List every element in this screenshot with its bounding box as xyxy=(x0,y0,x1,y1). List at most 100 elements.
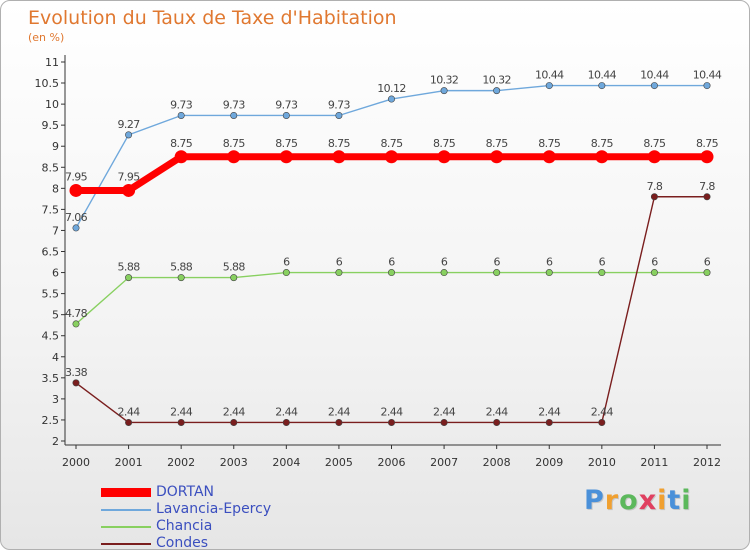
data-label: 10.44 xyxy=(640,69,669,82)
y-tick-label: 6.5 xyxy=(42,246,60,259)
data-point xyxy=(279,150,293,164)
data-label: 10.44 xyxy=(693,69,722,82)
x-tick-label: 2012 xyxy=(693,456,721,469)
data-label: 2.44 xyxy=(538,405,561,418)
series-line xyxy=(75,196,707,424)
x-tick-label: 2010 xyxy=(588,456,616,469)
logo-letter: i xyxy=(681,485,692,516)
data-label: 8.75 xyxy=(486,137,509,150)
data-label: 2.44 xyxy=(433,405,456,418)
logo-letter: t xyxy=(667,485,682,516)
x-tick-label: 2004 xyxy=(272,456,300,469)
data-label: 9.73 xyxy=(328,98,351,111)
data-label: 7.8 xyxy=(699,180,715,193)
data-point xyxy=(490,150,504,164)
data-label: 6 xyxy=(441,256,448,269)
logo-letter: o xyxy=(619,485,639,516)
data-point xyxy=(335,111,343,119)
data-label: 8.75 xyxy=(275,137,298,150)
data-point xyxy=(493,418,501,426)
data-label: 6 xyxy=(388,256,395,269)
legend-label: DORTAN xyxy=(156,484,215,500)
data-point xyxy=(647,150,661,164)
legend-swatch xyxy=(101,488,151,497)
y-tick-label: 8 xyxy=(52,182,59,195)
data-point xyxy=(703,193,711,201)
y-tick-label: 4 xyxy=(52,351,59,364)
line-chart: 2 2.5 3 3.5 4 4.5 5 5.5 6 6.5 7 7.5 8 8.5 9 9.5 10 10.5 11… xyxy=(35,55,722,469)
y-tick-label: 4.5 xyxy=(42,330,60,343)
series-condes: 3.38 2.44 2.44 2.44 2.44 2.44 2.44 2.44 2.44 2.44… xyxy=(65,180,716,426)
data-label: 8.75 xyxy=(433,137,456,150)
data-label: 5.88 xyxy=(170,261,193,274)
legend-swatch xyxy=(101,509,151,511)
data-point xyxy=(122,183,136,197)
data-label: 6 xyxy=(599,256,606,269)
data-label: 2.44 xyxy=(223,405,246,418)
logo-letter: i xyxy=(657,485,668,516)
data-label: 8.75 xyxy=(170,137,193,150)
y-tick-label: 8.5 xyxy=(42,161,60,174)
x-tick-label: 2006 xyxy=(378,456,406,469)
x-tick-label: 2005 xyxy=(325,456,353,469)
data-point xyxy=(227,150,241,164)
data-point xyxy=(440,87,448,95)
data-label: 10.44 xyxy=(588,69,617,82)
x-tick-label: 2011 xyxy=(640,456,668,469)
data-point xyxy=(703,82,711,90)
logo-letter: x xyxy=(638,485,658,516)
data-point xyxy=(598,418,606,426)
data-point xyxy=(650,82,658,90)
data-label: 9.73 xyxy=(223,98,246,111)
data-point xyxy=(542,150,556,164)
logo-letter: r xyxy=(604,485,620,516)
data-label: 10.12 xyxy=(377,82,406,95)
data-point xyxy=(177,274,185,282)
x-tick-label: 2009 xyxy=(535,456,563,469)
y-tick-label: 2 xyxy=(52,435,59,448)
data-point xyxy=(177,111,185,119)
y-tick-label: 10 xyxy=(45,98,59,111)
data-point xyxy=(282,418,290,426)
y-tick-label: 2.5 xyxy=(42,414,60,427)
data-point xyxy=(385,150,398,164)
data-point xyxy=(230,418,238,426)
y-tick-label: 7.5 xyxy=(42,203,60,216)
data-label: 6 xyxy=(546,256,553,269)
data-label: 6 xyxy=(493,256,500,269)
legend-swatch xyxy=(101,543,151,545)
data-label: 9.73 xyxy=(275,98,298,111)
data-label: 9.27 xyxy=(118,118,141,131)
data-point xyxy=(703,269,711,277)
logo-letter: P xyxy=(584,485,605,516)
data-point xyxy=(650,193,658,201)
y-tick-label: 9 xyxy=(52,140,59,153)
y-tick-label: 10.5 xyxy=(35,77,60,90)
data-label: 2.44 xyxy=(591,405,614,418)
data-label: 3.38 xyxy=(65,366,88,379)
data-point xyxy=(387,95,395,103)
series-line xyxy=(75,271,707,325)
data-point xyxy=(177,418,185,426)
data-point xyxy=(545,418,553,426)
series-lavancia-epercy: 7.06 9.27 9.73 9.73 9.73 9.73 10.12 10.32 10.32 1… xyxy=(65,69,722,232)
data-point xyxy=(545,82,553,90)
legend-label: Condes xyxy=(156,535,209,550)
series-dortan: 7.95 7.95 8.75 8.75 8.75 8.75 8.75 8.75 8.75 8.75… xyxy=(65,137,719,197)
data-label: 4.78 xyxy=(65,307,88,320)
y-tick-label: 11 xyxy=(45,56,59,69)
data-point xyxy=(335,418,343,426)
data-label: 10.32 xyxy=(482,74,511,87)
data-label: 5.88 xyxy=(118,261,141,274)
data-label: 2.44 xyxy=(118,405,141,418)
data-point xyxy=(335,269,343,277)
data-point xyxy=(72,379,80,387)
unit-label: (en %) xyxy=(28,31,65,44)
legend-swatch xyxy=(101,526,151,528)
data-point xyxy=(650,269,658,277)
y-tick-label: 3 xyxy=(52,393,59,406)
y-tick-label: 6 xyxy=(52,267,59,280)
legend-label: Chancia xyxy=(156,518,213,534)
data-label: 5.88 xyxy=(223,261,246,274)
data-point xyxy=(125,274,133,282)
